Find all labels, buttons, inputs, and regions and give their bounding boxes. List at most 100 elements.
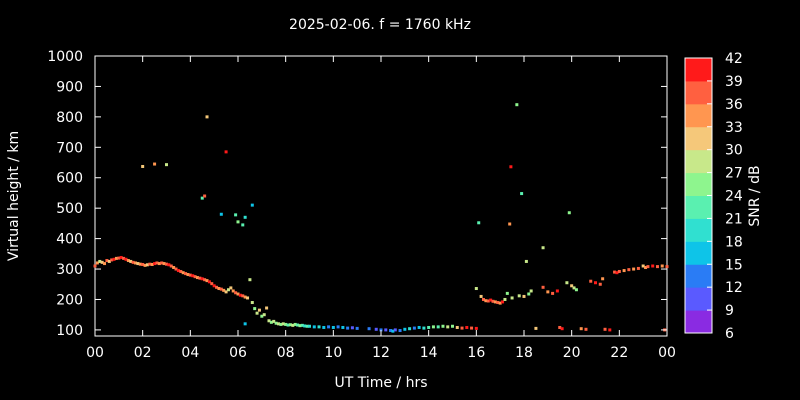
data-point <box>496 301 500 305</box>
data-point <box>234 213 238 217</box>
data-point <box>98 259 102 263</box>
x-tick-label: 16 <box>467 345 485 361</box>
x-tick-label: 06 <box>229 345 247 361</box>
data-point <box>103 262 107 266</box>
y-tick-label: 100 <box>56 323 83 339</box>
colorbar-tick-label: 42 <box>725 51 743 67</box>
data-point <box>331 325 335 329</box>
data-point <box>219 287 223 291</box>
data-point <box>234 291 238 295</box>
data-point <box>262 313 266 317</box>
colorbar-tick-label: 15 <box>725 257 743 273</box>
data-point <box>515 103 519 107</box>
x-tick-label: 02 <box>134 345 152 361</box>
data-point <box>126 259 130 263</box>
data-point <box>217 287 221 291</box>
data-point <box>193 275 197 279</box>
colorbar-tick-label: 18 <box>725 234 743 250</box>
data-point <box>489 298 493 302</box>
data-point <box>134 261 138 265</box>
colorbar-tick-label: 27 <box>725 166 743 182</box>
data-point <box>236 220 240 224</box>
data-point <box>153 262 157 266</box>
data-point <box>191 274 195 278</box>
data-point <box>277 322 281 326</box>
data-point <box>350 326 354 330</box>
data-point <box>250 203 254 207</box>
data-point <box>422 326 426 330</box>
data-point <box>517 294 521 298</box>
x-tick-label: 00 <box>658 345 676 361</box>
data-point <box>114 256 118 260</box>
data-point <box>389 329 393 333</box>
data-point <box>665 265 669 269</box>
data-point <box>636 266 640 270</box>
data-point <box>441 324 445 328</box>
data-point <box>200 196 204 200</box>
data-point <box>660 264 664 268</box>
x-tick-label: 12 <box>372 345 390 361</box>
data-point <box>138 262 142 266</box>
data-point <box>257 308 261 312</box>
data-point <box>95 261 99 265</box>
data-point <box>408 327 412 331</box>
colorbar-segment <box>685 264 712 288</box>
data-point <box>560 327 564 331</box>
data-point <box>210 282 214 286</box>
y-tick-label: 1000 <box>47 49 83 65</box>
data-point <box>169 264 173 268</box>
colorbar-tick-label: 21 <box>725 211 743 227</box>
y-tick-label: 500 <box>56 201 83 217</box>
data-point <box>224 150 228 154</box>
data-point <box>484 299 488 303</box>
data-point <box>219 212 223 216</box>
data-point <box>181 271 185 275</box>
colorbar-segment <box>685 149 712 174</box>
data-point <box>300 323 304 327</box>
x-tick-label: 22 <box>610 345 628 361</box>
data-point <box>510 296 514 300</box>
colorbar: 6 9 12 15 18 21 24 27 30 33 36 39 42 <box>684 51 743 342</box>
data-point <box>110 258 114 262</box>
data-point <box>477 221 481 225</box>
data-point <box>567 211 571 215</box>
x-tick-label: 00 <box>86 345 104 361</box>
data-point <box>136 262 140 266</box>
data-point <box>603 327 607 331</box>
colorbar-segment <box>685 287 712 311</box>
data-point <box>279 322 283 326</box>
data-point <box>195 276 199 280</box>
data-point <box>131 260 135 264</box>
colorbar-segment <box>685 103 712 128</box>
colorbar-segment <box>685 310 712 334</box>
data-point <box>417 325 421 329</box>
data-point <box>355 326 359 330</box>
data-point <box>455 325 459 329</box>
data-point <box>574 288 578 292</box>
data-point <box>281 322 285 326</box>
data-point <box>243 295 247 299</box>
data-point <box>236 292 240 296</box>
data-point <box>379 328 383 332</box>
data-point <box>150 262 154 266</box>
data-point <box>253 307 257 311</box>
data-point <box>565 281 569 285</box>
data-point <box>403 327 407 331</box>
data-point <box>598 282 602 286</box>
data-point <box>579 327 583 331</box>
data-point <box>608 328 612 332</box>
data-point <box>465 325 469 329</box>
data-point <box>184 272 188 276</box>
data-point <box>286 323 290 327</box>
data-point <box>157 262 161 266</box>
data-point <box>215 285 219 289</box>
data-point <box>260 314 264 318</box>
data-point <box>431 325 435 329</box>
data-point <box>501 300 505 304</box>
data-point <box>508 222 512 226</box>
data-point <box>162 262 166 266</box>
colorbar-tick-label: 9 <box>725 303 734 319</box>
data-point <box>155 261 159 265</box>
colorbar-tick-label: 24 <box>725 189 743 205</box>
data-point <box>589 279 593 283</box>
